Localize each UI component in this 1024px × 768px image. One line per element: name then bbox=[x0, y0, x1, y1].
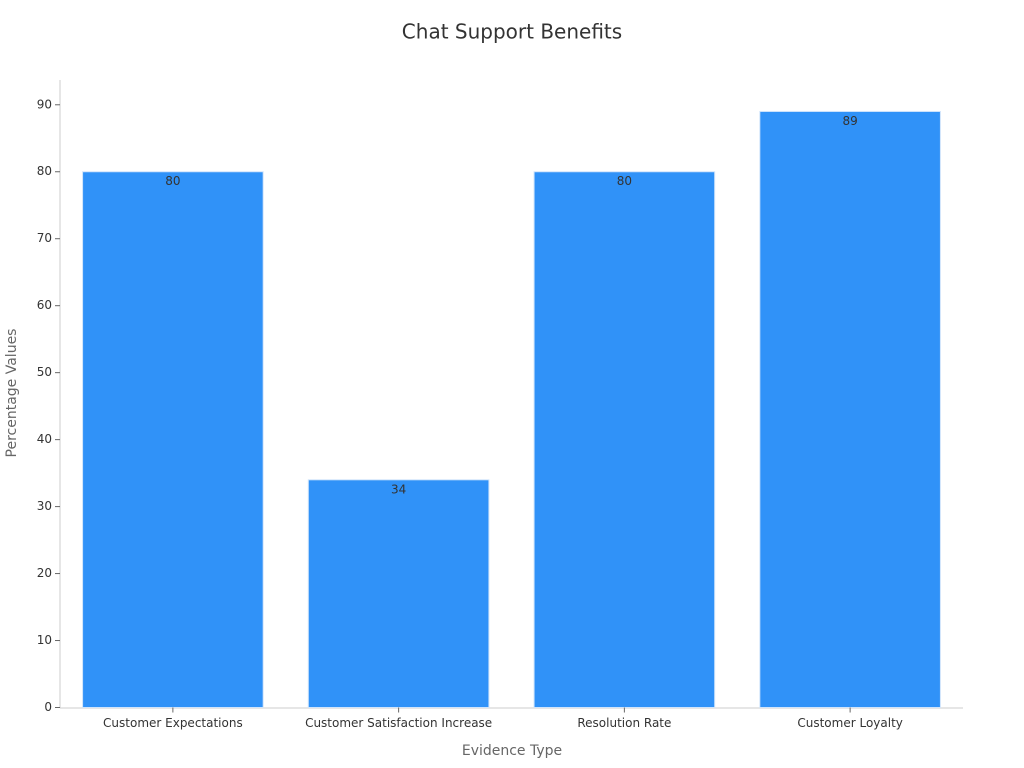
bar bbox=[533, 171, 716, 708]
chart-title: Chat Support Benefits bbox=[402, 20, 622, 44]
y-tick-label: 70 bbox=[37, 231, 52, 245]
data-label: 80 bbox=[617, 174, 632, 188]
x-tick-label: Customer Expectations bbox=[103, 716, 243, 730]
bar bbox=[307, 479, 490, 708]
y-tick-label: 60 bbox=[37, 298, 52, 312]
bar bbox=[759, 110, 941, 708]
bar bbox=[82, 171, 264, 708]
data-label: 89 bbox=[842, 114, 857, 128]
y-tick-label: 40 bbox=[37, 432, 52, 446]
x-tick-label: Customer Satisfaction Increase bbox=[305, 716, 492, 730]
y-tick-label: 80 bbox=[37, 164, 52, 178]
y-tick-label: 20 bbox=[37, 566, 52, 580]
y-axis-title: Percentage Values bbox=[4, 329, 20, 458]
y-tick-label: 30 bbox=[37, 499, 52, 513]
data-label: 34 bbox=[391, 482, 406, 496]
x-tick-label: Resolution Rate bbox=[577, 716, 671, 730]
x-tick-label: Customer Loyalty bbox=[797, 716, 903, 730]
y-tick-label: 10 bbox=[37, 633, 52, 647]
y-tick-label: 0 bbox=[44, 700, 52, 714]
data-label: 80 bbox=[165, 174, 180, 188]
y-tick-label: 50 bbox=[37, 365, 52, 379]
x-axis-title: Evidence Type bbox=[462, 743, 562, 759]
y-tick-label: 90 bbox=[37, 97, 52, 111]
